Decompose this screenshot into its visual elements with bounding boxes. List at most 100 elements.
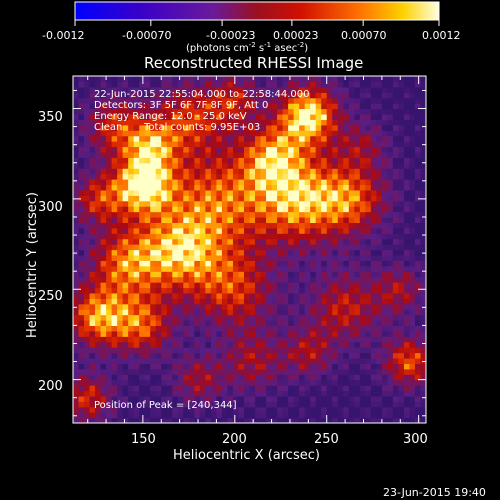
heatmap-cell <box>144 341 151 348</box>
heatmap-cell <box>177 401 184 408</box>
heatmap-cell <box>161 130 168 137</box>
heatmap-cell <box>403 103 411 110</box>
heatmap-cell <box>166 76 173 83</box>
heatmap-cell <box>139 146 146 153</box>
heatmap-cell <box>315 97 322 104</box>
heatmap-cell <box>243 309 251 316</box>
heatmap-cell <box>370 86 377 93</box>
heatmap-cell <box>277 238 284 245</box>
heatmap-cell <box>194 330 201 337</box>
heatmap-cell <box>370 314 377 321</box>
heatmap-cell <box>172 298 179 305</box>
heatmap-cell <box>260 325 267 332</box>
heatmap-cell <box>117 347 124 354</box>
heatmap-cell <box>155 336 162 343</box>
heatmap-cell <box>194 341 201 348</box>
heatmap-cell <box>409 314 416 321</box>
heatmap-cell <box>398 222 405 229</box>
heatmap-cell <box>139 233 146 240</box>
heatmap-cell <box>227 309 234 316</box>
heatmap-cell <box>387 179 394 186</box>
heatmap-cell <box>376 309 383 316</box>
heatmap-cell <box>177 417 184 423</box>
heatmap-cell <box>304 292 311 299</box>
heatmap-cell <box>277 103 284 110</box>
heatmap-cell <box>260 184 267 191</box>
heatmap-cell <box>194 157 201 164</box>
heatmap-cell <box>420 390 426 397</box>
heatmap-cell <box>359 417 366 423</box>
heatmap-cell <box>78 390 85 397</box>
heatmap-cell <box>128 81 135 88</box>
heatmap-cell <box>376 347 383 354</box>
heatmap-cell <box>332 352 339 359</box>
heatmap-cell <box>370 130 377 137</box>
heatmap-cell <box>122 157 129 164</box>
heatmap-cell <box>177 271 184 278</box>
heatmap-cell <box>172 303 179 310</box>
heatmap-cell <box>260 260 267 267</box>
heatmap-cell <box>188 357 195 364</box>
heatmap-cell <box>221 417 229 423</box>
heatmap-cell <box>199 103 206 110</box>
heatmap-cell <box>249 135 256 142</box>
heatmap-cell <box>315 292 322 299</box>
heatmap-cell <box>310 206 317 213</box>
heatmap-cell <box>255 385 262 392</box>
heatmap-cell <box>310 303 317 310</box>
heatmap-cell <box>122 103 129 110</box>
heatmap-cell <box>166 216 173 223</box>
heatmap-cell <box>260 417 267 423</box>
heatmap-cell <box>321 303 328 310</box>
heatmap-cell <box>78 195 85 202</box>
heatmap-cell <box>348 162 355 169</box>
heatmap-cell <box>321 352 328 359</box>
heatmap-cell <box>282 233 289 240</box>
heatmap-cell <box>177 249 184 256</box>
heatmap-cell <box>271 303 278 310</box>
heatmap-cell <box>73 227 80 234</box>
heatmap-cell <box>216 222 223 229</box>
heatmap-cell <box>326 325 333 332</box>
heatmap-cell <box>260 195 267 202</box>
heatmap-cell <box>387 184 394 191</box>
heatmap-cell <box>299 162 306 169</box>
heatmap-cell <box>337 276 344 283</box>
heatmap-cell <box>78 352 85 359</box>
heatmap-cell <box>128 141 135 148</box>
heatmap-cell <box>117 151 124 158</box>
heatmap-cell <box>106 309 113 316</box>
heatmap-cell <box>100 314 107 321</box>
heatmap-cell <box>210 179 218 186</box>
heatmap-cell <box>232 379 240 386</box>
heatmap-cell <box>161 395 168 402</box>
heatmap-cell <box>321 325 328 332</box>
heatmap-cell <box>376 254 383 261</box>
heatmap-cell <box>266 265 273 272</box>
heatmap-cell <box>343 385 350 392</box>
heatmap-cell <box>78 314 85 321</box>
heatmap-cell <box>343 249 350 256</box>
heatmap-cell <box>420 325 426 332</box>
heatmap-cell <box>205 282 212 289</box>
heatmap-cell <box>321 363 328 370</box>
heatmap-cell <box>255 282 262 289</box>
heatmap-cell <box>260 406 267 413</box>
heatmap-cell <box>420 265 426 272</box>
heatmap-cell <box>227 81 234 88</box>
heatmap-cell <box>299 222 306 229</box>
heatmap-cell <box>216 385 223 392</box>
heatmap-cell <box>337 244 344 251</box>
heatmap-cell <box>238 76 245 83</box>
heatmap-cell <box>293 385 300 392</box>
heatmap-cell <box>210 271 218 278</box>
heatmap-cell <box>310 238 317 245</box>
heatmap-cell <box>288 141 295 148</box>
heatmap-cell <box>376 124 383 131</box>
heatmap-cell <box>73 330 80 337</box>
heatmap-cell <box>392 206 400 213</box>
heatmap-cell <box>155 151 162 158</box>
heatmap-cell <box>84 314 91 321</box>
heatmap-cell <box>166 368 173 375</box>
heatmap-cell <box>343 244 350 251</box>
